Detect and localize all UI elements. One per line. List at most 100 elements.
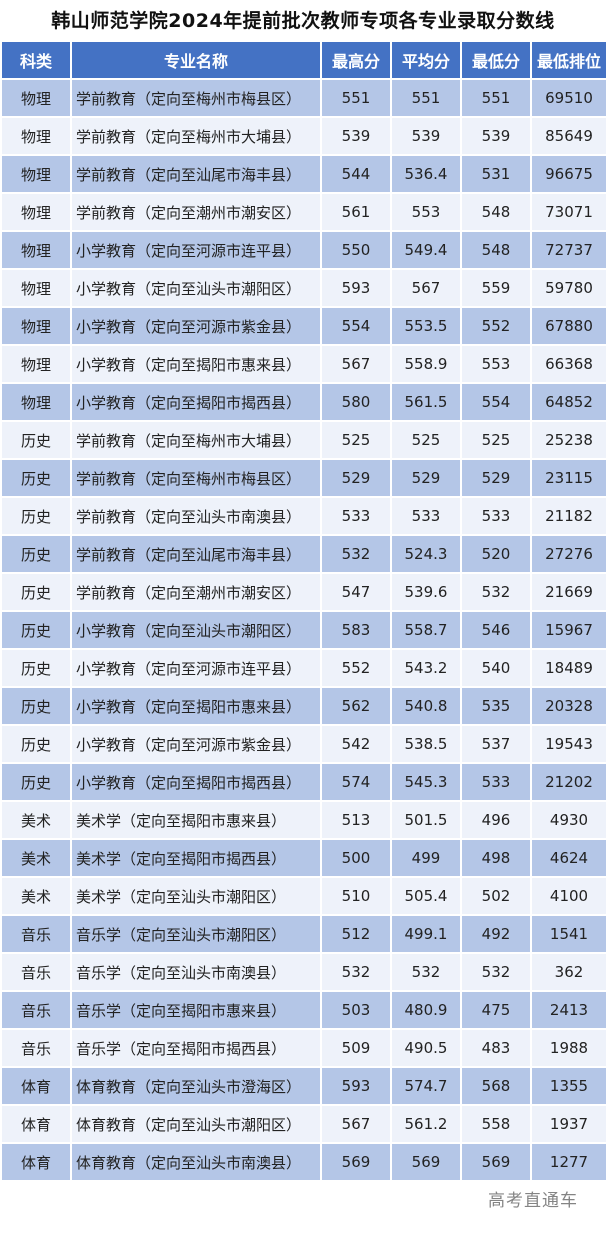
cell-major: 学前教育（定向至汕尾市海丰县） [70,154,322,194]
cell-max-score: 580 [320,382,392,422]
cell-major: 学前教育（定向至梅州市梅县区） [70,78,322,118]
cell-max-score: 593 [320,1066,392,1106]
cell-avg-score: 553 [390,192,462,232]
cell-min-rank: 4100 [530,876,606,916]
cell-category: 音乐 [0,990,72,1030]
table-row: 历史 小学教育（定向至揭阳市惠来县） 562 540.8 535 20328 [0,686,606,726]
score-table: 科类 专业名称 最高分 平均分 最低分 最低排位 物理 学前教育（定向至梅州市梅县… [0,40,606,1182]
cell-max-score: 547 [320,572,392,612]
table-header-row: 科类 专业名称 最高分 平均分 最低分 最低排位 [0,40,606,80]
cell-avg-score: 524.3 [390,534,462,574]
cell-min-score: 552 [460,306,532,346]
cell-max-score: 500 [320,838,392,878]
cell-min-rank: 73071 [530,192,606,232]
table-row: 音乐 音乐学（定向至揭阳市揭西县） 509 490.5 483 1988 [0,1028,606,1068]
table-row: 历史 学前教育（定向至梅州市大埔县） 525 525 525 25238 [0,420,606,460]
cell-min-rank: 72737 [530,230,606,270]
cell-max-score: 532 [320,534,392,574]
table-row: 物理 小学教育（定向至汕头市潮阳区） 593 567 559 59780 [0,268,606,308]
cell-category: 音乐 [0,914,72,954]
cell-max-score: 544 [320,154,392,194]
cell-category: 美术 [0,800,72,840]
cell-min-rank: 85649 [530,116,606,156]
cell-min-rank: 1277 [530,1142,606,1182]
cell-major: 美术学（定向至揭阳市惠来县） [70,800,322,840]
cell-avg-score: 533 [390,496,462,536]
cell-min-rank: 25238 [530,420,606,460]
cell-category: 历史 [0,686,72,726]
cell-category: 历史 [0,420,72,460]
table-row: 音乐 音乐学（定向至揭阳市惠来县） 503 480.9 475 2413 [0,990,606,1030]
table-row: 物理 小学教育（定向至河源市连平县） 550 549.4 548 72737 [0,230,606,270]
cell-avg-score: 561.5 [390,382,462,422]
cell-major: 音乐学（定向至汕头市潮阳区） [70,914,322,954]
cell-min-score: 529 [460,458,532,498]
table-row: 音乐 音乐学（定向至汕头市潮阳区） 512 499.1 492 1541 [0,914,606,954]
cell-max-score: 574 [320,762,392,802]
cell-major: 小学教育（定向至河源市连平县） [70,648,322,688]
cell-category: 物理 [0,230,72,270]
table-row: 物理 学前教育（定向至汕尾市海丰县） 544 536.4 531 96675 [0,154,606,194]
cell-category: 美术 [0,876,72,916]
cell-min-rank: 23115 [530,458,606,498]
cell-max-score: 503 [320,990,392,1030]
cell-category: 体育 [0,1142,72,1182]
cell-avg-score: 561.2 [390,1104,462,1144]
cell-avg-score: 543.2 [390,648,462,688]
cell-min-rank: 96675 [530,154,606,194]
cell-min-rank: 4930 [530,800,606,840]
cell-avg-score: 539 [390,116,462,156]
cell-max-score: 562 [320,686,392,726]
watermark: 高考直通车 [488,1191,578,1211]
cell-avg-score: 505.4 [390,876,462,916]
cell-avg-score: 551 [390,78,462,118]
cell-category: 历史 [0,762,72,802]
cell-min-score: 525 [460,420,532,460]
cell-min-score: 553 [460,344,532,384]
table-row: 物理 学前教育（定向至梅州市梅县区） 551 551 551 69510 [0,78,606,118]
cell-major: 小学教育（定向至揭阳市惠来县） [70,686,322,726]
cell-avg-score: 545.3 [390,762,462,802]
cell-min-rank: 21182 [530,496,606,536]
table-row: 物理 小学教育（定向至河源市紫金县） 554 553.5 552 67880 [0,306,606,346]
cell-avg-score: 538.5 [390,724,462,764]
cell-max-score: 550 [320,230,392,270]
cell-min-score: 533 [460,762,532,802]
cell-min-rank: 67880 [530,306,606,346]
cell-avg-score: 499.1 [390,914,462,954]
cell-major: 学前教育（定向至汕尾市海丰县） [70,534,322,574]
cell-category: 历史 [0,648,72,688]
table-row: 音乐 音乐学（定向至汕头市南澳县） 532 532 532 362 [0,952,606,992]
header-min-rank: 最低排位 [530,40,606,80]
table-row: 体育 体育教育（定向至汕头市潮阳区） 567 561.2 558 1937 [0,1104,606,1144]
cell-min-score: 531 [460,154,532,194]
cell-category: 物理 [0,268,72,308]
cell-min-score: 548 [460,230,532,270]
cell-avg-score: 499 [390,838,462,878]
cell-category: 物理 [0,382,72,422]
cell-category: 美术 [0,838,72,878]
cell-min-score: 539 [460,116,532,156]
cell-major: 音乐学（定向至揭阳市揭西县） [70,1028,322,1068]
cell-min-score: 540 [460,648,532,688]
cell-major: 音乐学（定向至汕头市南澳县） [70,952,322,992]
cell-max-score: 509 [320,1028,392,1068]
cell-min-score: 558 [460,1104,532,1144]
cell-category: 物理 [0,306,72,346]
cell-min-rank: 1937 [530,1104,606,1144]
page-title: 韩山师范学院2024年提前批次教师专项各专业录取分数线 [51,10,555,32]
cell-min-score: 559 [460,268,532,308]
cell-max-score: 552 [320,648,392,688]
cell-max-score: 583 [320,610,392,650]
cell-min-score: 498 [460,838,532,878]
table-row: 美术 美术学（定向至揭阳市揭西县） 500 499 498 4624 [0,838,606,878]
cell-avg-score: 558.9 [390,344,462,384]
cell-major: 小学教育（定向至揭阳市揭西县） [70,762,322,802]
table-row: 历史 小学教育（定向至揭阳市揭西县） 574 545.3 533 21202 [0,762,606,802]
cell-min-score: 551 [460,78,532,118]
cell-major: 小学教育（定向至揭阳市揭西县） [70,382,322,422]
cell-avg-score: 574.7 [390,1066,462,1106]
cell-avg-score: 529 [390,458,462,498]
cell-min-score: 532 [460,952,532,992]
cell-category: 音乐 [0,1028,72,1068]
